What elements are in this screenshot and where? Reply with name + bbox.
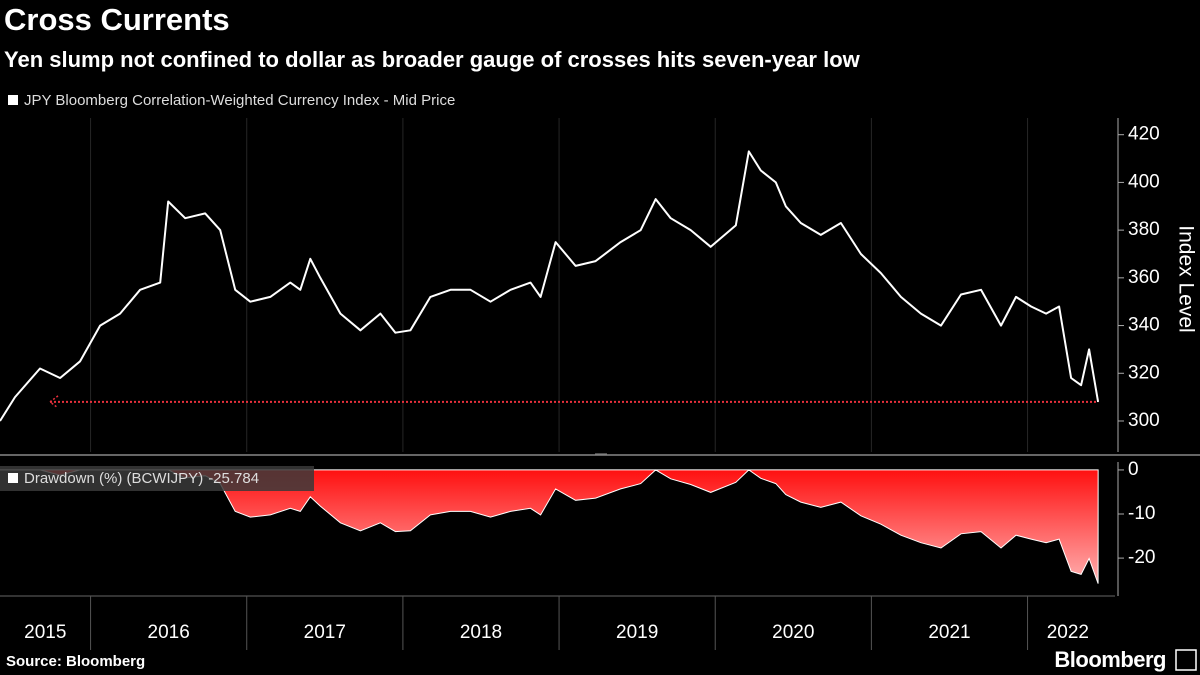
x-tick-label: 2021 xyxy=(928,622,970,643)
y-tick-label: 360 xyxy=(1128,267,1160,288)
brand-icon xyxy=(1175,649,1197,671)
x-tick-label: 2018 xyxy=(460,622,502,643)
legend-name: Drawdown (%) (BCWIJPY) xyxy=(24,470,203,487)
y-tick-label: -10 xyxy=(1128,503,1155,524)
title: Cross Currents xyxy=(4,2,230,37)
y-tick-label: 340 xyxy=(1128,315,1160,336)
legend-swatch xyxy=(8,95,18,105)
legend-last-value: -25.784 xyxy=(208,470,259,487)
x-tick-label: 2022 xyxy=(1047,622,1089,643)
reference-arrow xyxy=(48,395,59,409)
source: Source: Bloomberg xyxy=(6,653,145,670)
series-line xyxy=(0,150,1100,422)
brand: Bloomberg xyxy=(1054,647,1166,672)
legend-label: Drawdown (%) (BCWIJPY) -25.784 xyxy=(24,470,259,487)
y-tick-label: 320 xyxy=(1128,362,1160,383)
x-tick-label: 2017 xyxy=(304,622,346,643)
legend-box xyxy=(0,466,314,491)
y-tick-label: 380 xyxy=(1128,219,1160,240)
legend-swatch xyxy=(8,473,18,483)
y-tick-label: -20 xyxy=(1128,547,1155,568)
y-tick-label: 0 xyxy=(1128,459,1139,480)
x-tick-label: 2016 xyxy=(148,622,190,643)
x-tick-label: 2019 xyxy=(616,622,658,643)
y-axis-label: Index Level xyxy=(1174,225,1197,332)
subtitle: Yen slump not confined to dollar as broa… xyxy=(4,47,861,72)
legend-label: JPY Bloomberg Correlation-Weighted Curre… xyxy=(24,92,455,109)
x-tick-label: 2015 xyxy=(24,622,66,643)
x-tick-label: 2020 xyxy=(772,622,814,643)
y-tick-label: 400 xyxy=(1128,171,1160,192)
y-tick-label: 420 xyxy=(1128,124,1160,145)
y-tick-label: 300 xyxy=(1128,410,1160,431)
